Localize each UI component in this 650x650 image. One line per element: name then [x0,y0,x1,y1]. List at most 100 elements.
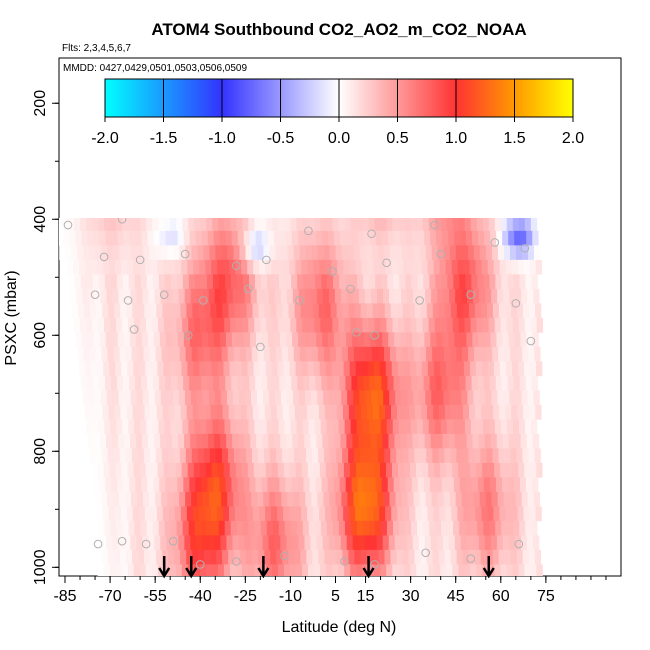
heatmap-cell [125,245,132,261]
heatmap-cell [325,259,332,275]
heatmap-cell [375,477,383,493]
heatmap-cell [120,303,127,319]
heatmap-cell [233,346,241,362]
heatmap-cell [367,259,374,275]
heatmap-cell [309,274,316,290]
heatmap-cell [112,491,120,507]
heatmap-cell [483,274,490,290]
heatmap-cell [116,202,122,217]
heatmap-cell [476,462,483,478]
heatmap-cell [139,361,146,377]
heatmap-cell [509,491,517,507]
heatmap-cell [498,549,505,565]
heatmap-cell [470,317,477,333]
heatmap-cell [534,346,541,362]
heatmap-cell [215,491,222,507]
heatmap-cell [147,375,154,391]
heatmap-cell [392,520,400,536]
heatmap-cell [237,477,244,493]
heatmap-cell [411,274,418,290]
heatmap-cell [319,506,326,522]
heatmap-cell [265,462,273,478]
heatmap-cell [263,245,270,261]
heatmap-cell [527,491,535,507]
heatmap-cell [247,361,254,377]
heatmap-cell [290,187,296,202]
heatmap-cell [246,506,254,522]
heatmap-cell [245,448,253,464]
heatmap-cell [435,187,441,202]
heatmap-cell [236,317,243,333]
heatmap-cell [411,202,417,217]
heatmap-cell [429,173,435,188]
heatmap-cell [470,419,478,435]
heatmap-cell [80,274,87,290]
heatmap-cell [337,259,344,275]
heatmap-cell [176,419,183,435]
heatmap-cell [188,173,194,188]
heatmap-cell [59,230,64,246]
heatmap-cell [336,448,343,464]
heatmap-cell [302,317,309,333]
heatmap-cell [275,346,283,362]
heatmap-cell [128,520,135,536]
heatmap-cell [337,506,344,522]
heatmap-cell [520,230,527,246]
heatmap-cell [528,448,535,464]
heatmap-cell [496,332,503,348]
heatmap-cell [122,173,128,188]
heatmap-cell [212,317,219,333]
heatmap-cell [104,158,110,173]
heatmap-cell [238,535,245,551]
heatmap-cell [200,129,206,144]
heatmap-cell [426,448,433,464]
heatmap-cell [320,202,326,217]
heatmap-cell [149,491,156,507]
heatmap-cell [117,230,124,246]
heatmap-cell [450,448,457,464]
heatmap-cell [318,404,326,420]
heatmap-cell [419,245,427,261]
heatmap-cell [269,346,277,362]
heatmap-cell [354,303,361,319]
heatmap-cell [158,173,164,188]
heatmap-cell [220,288,227,304]
heatmap-cell [459,274,466,290]
heatmap-cell [491,245,499,261]
heatmap-cell [515,491,523,507]
heatmap-cell [151,259,158,275]
heatmap-cell [345,173,351,188]
heatmap-cell [474,448,481,464]
heatmap-cell [104,202,110,217]
heatmap-cell [202,390,210,406]
heatmap-cell [369,173,375,188]
heatmap-cell [200,520,207,536]
sample-point [195,560,205,569]
heatmap-cell [232,433,239,449]
heatmap-cell [194,419,201,435]
heatmap-cell [308,202,314,217]
heatmap-cell [147,332,155,348]
heatmap-cell [242,218,249,232]
sample-point [232,261,241,270]
heatmap-cell [106,491,114,507]
sample-point [514,539,524,549]
heatmap-cell [398,419,406,435]
heatmap-cell [159,375,166,391]
heatmap-cell [98,158,104,173]
heatmap-cell [361,506,368,522]
flight-arrow [257,556,270,579]
heatmap-cell [516,303,524,319]
heatmap-cell [243,375,250,391]
heatmap-cell [333,274,340,290]
heatmap-cell [103,361,110,377]
heatmap-cell [434,462,441,478]
heatmap-cell [481,404,488,420]
heatmap-cell [531,375,539,391]
heatmap-cell [522,346,529,362]
heatmap-cell [164,218,171,232]
heatmap-cell [87,332,95,348]
heatmap-cell [221,245,228,261]
heatmap-cell [93,230,100,246]
sample-point [63,220,73,230]
